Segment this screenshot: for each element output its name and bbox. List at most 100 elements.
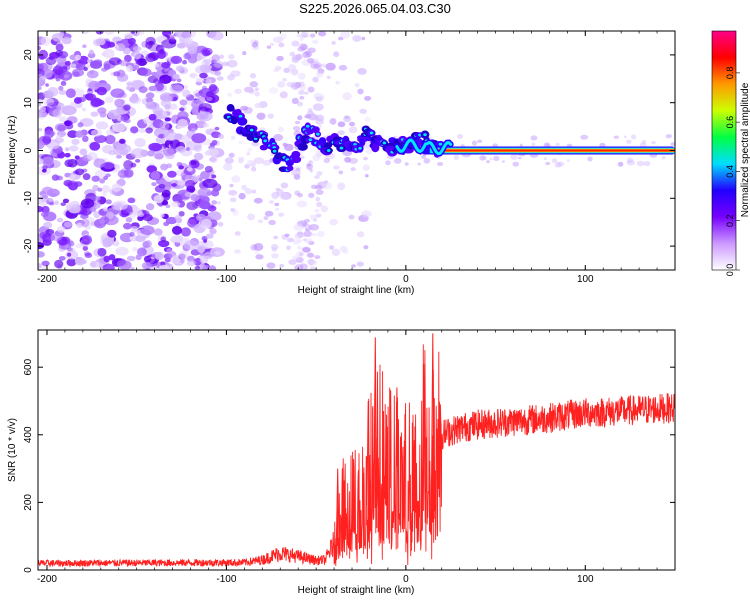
spectrogram-noise-blob [216, 76, 224, 81]
spectrogram-x-axis-label: Height of straight line (km) [298, 285, 415, 296]
spectrogram-noise-blob [190, 127, 197, 134]
spectrogram-noise-blob [164, 56, 171, 61]
spectrogram-noise-blob [124, 54, 132, 63]
colorbar-gradient [712, 31, 736, 270]
spectrogram-noise-blob [234, 249, 241, 254]
spectrogram-ridge-core [263, 139, 267, 143]
spectrogram-noise-blob [314, 255, 321, 260]
spectrogram-noise-blob [130, 31, 136, 34]
spectrogram-noise-blob [618, 161, 624, 167]
spectrogram-noise-blob [253, 243, 264, 251]
spectrogram-noise-blob [169, 139, 181, 149]
spectrogram-noise-blob [129, 231, 135, 237]
spectrogram-noise-blob [136, 212, 144, 218]
spectrogram-noise-blob [210, 189, 220, 197]
spectrogram-noise-blob [62, 198, 70, 204]
spectrogram-ridge-core [305, 124, 310, 128]
spectrogram-noise-blob [202, 49, 211, 57]
spectrogram-noise-blob [145, 127, 153, 134]
spectrogram-noise-blob [45, 56, 57, 66]
spectrogram-noise-blob [297, 115, 303, 121]
snr-peak [394, 387, 399, 534]
colorbar-label: Normalized spectral amplitude [740, 82, 750, 217]
spectrogram-noise-blob [102, 263, 115, 270]
x-tick-label: -200 [37, 574, 57, 585]
spectrogram-noise-blob [189, 73, 196, 78]
spectrogram-noise-blob [96, 86, 107, 96]
colorbar-frame [711, 30, 737, 271]
spectrogram-noise-blob [64, 60, 71, 66]
spectrogram-ridge-core [438, 142, 443, 146]
spectrogram-noise-blob [313, 63, 320, 69]
spectrogram-noise-blob [613, 135, 620, 139]
spectrogram-noise-blob [73, 97, 82, 104]
spectrogram-noise-blob [306, 163, 314, 170]
y-tick-label: -20 [23, 238, 34, 253]
spectrogram-noise-blob [161, 200, 169, 206]
spectrogram-noise-blob [316, 201, 323, 208]
spectrogram-noise-blob [147, 75, 159, 84]
spectrogram-noise-blob [89, 207, 97, 213]
spectrogram-noise-blob [266, 45, 272, 49]
spectrogram-noise-blob [471, 140, 478, 146]
spectrogram-noise-blob [268, 219, 276, 226]
spectrogram-noise-blob [361, 36, 366, 41]
spectrogram-noise-blob [159, 213, 165, 218]
spectrogram-noise-blob [89, 70, 94, 75]
spectrogram-noise-blob [244, 187, 252, 195]
spectrogram-ridge-blob [323, 142, 333, 149]
spectrogram-noise-blob [141, 97, 154, 106]
spectrogram-noise-blob [453, 154, 460, 161]
spectrogram-noise-blob [191, 133, 207, 144]
spectrogram-noise-blob [130, 267, 135, 270]
spectrogram-noise-blob [307, 108, 313, 112]
spectrogram-noise-blob [55, 50, 63, 57]
spectrogram-noise-blob [309, 214, 318, 220]
spectrogram-noise-blob [348, 126, 358, 134]
spectrogram-noise-blob [321, 63, 327, 68]
spectrogram-noise-blob [274, 202, 280, 207]
spectrogram-noise-blob [329, 218, 338, 226]
spectrogram-noise-blob [108, 254, 116, 261]
spectrogram-ridge-core [308, 138, 313, 142]
spectrogram-noise-blob [138, 128, 146, 133]
spectrogram-noise-blob [234, 88, 242, 95]
spectrogram-noise-blob [312, 154, 321, 162]
spectrogram-noise-blob [68, 145, 79, 152]
spectrogram-noise-blob [626, 157, 634, 163]
spectrogram-noise-blob [333, 51, 340, 58]
spectrogram-noise-blob [195, 77, 205, 83]
spectrogram-noise-blob [214, 250, 221, 256]
spectrogram-noise-blob [180, 227, 191, 237]
spectrogram-noise-blob [126, 255, 136, 262]
spectrogram-noise-blob [209, 228, 217, 235]
spectrogram-noise-blob [246, 152, 251, 156]
spectrogram-noise-blob [304, 114, 312, 119]
spectrogram-noise-blob [312, 103, 324, 111]
spectrogram-noise-blob [75, 130, 84, 138]
spectrogram-noise-blob [130, 148, 147, 159]
spectrogram-noise-blob [84, 252, 93, 258]
spectrogram-ridge-trace-core [395, 138, 453, 156]
spectrogram-noise-blob [112, 240, 120, 247]
spectrogram-noise-blob [134, 137, 146, 148]
spectrogram-noise-blob [175, 146, 186, 153]
spectrogram-noise-blob [363, 156, 369, 161]
spectrogram-noise-blob [275, 207, 279, 211]
spectrogram-noise-blob [178, 250, 189, 260]
spectrogram-noise-blob [340, 31, 351, 39]
spectrogram-noise-blob [55, 43, 64, 52]
spectrogram-noise-blob [129, 95, 139, 103]
spectrogram-noise-blob [55, 175, 64, 181]
spectrogram-noise-blob [267, 113, 274, 119]
spectrogram-noise-blob [551, 158, 558, 164]
spectrogram-noise-blob [123, 104, 131, 111]
spectrogram-noise-blob [291, 169, 301, 177]
spectrogram-noise-blob [91, 175, 100, 182]
spectrogram-noise-blob [66, 258, 77, 267]
snr-frame [37, 329, 676, 571]
snr-line [38, 344, 675, 568]
spectrogram-noise-blob [70, 63, 77, 69]
spectrogram-noise-blob [299, 96, 305, 100]
spectrogram-noise-blob [52, 108, 62, 118]
